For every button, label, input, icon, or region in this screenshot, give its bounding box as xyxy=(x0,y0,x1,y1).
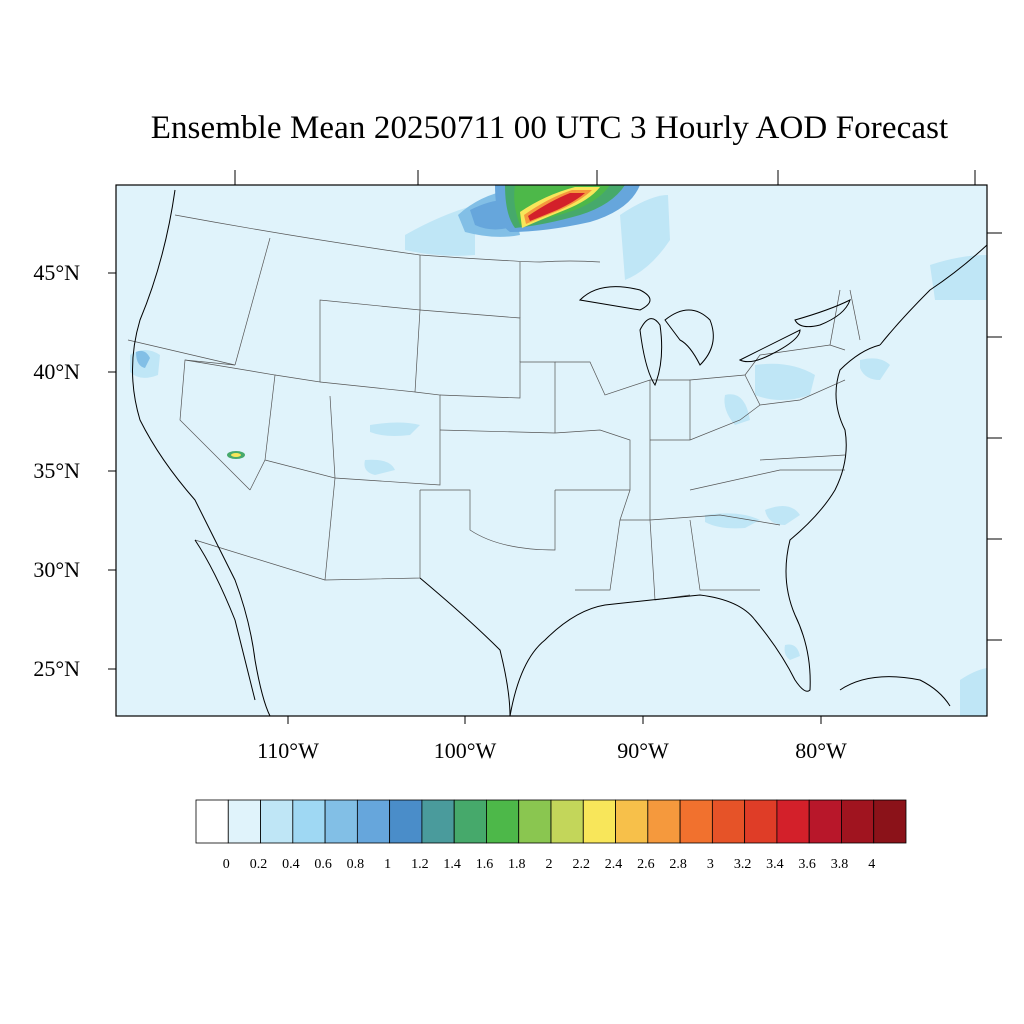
lat-label-45: 45°N xyxy=(33,260,80,285)
lon-label-100w: 100°W xyxy=(433,738,497,763)
colorbar-bin xyxy=(421,799,455,844)
colorbar-tick-label: 3.8 xyxy=(830,857,849,872)
colorbar-bin xyxy=(744,799,778,844)
map-title: Ensemble Mean 20250711 00 UTC 3 Hourly A… xyxy=(150,110,949,146)
axis-ticks xyxy=(108,170,1002,724)
colorbar-bin xyxy=(260,799,294,844)
colorbar-bin xyxy=(647,799,681,844)
colorbar-tick-label: 0.8 xyxy=(346,857,365,872)
colorbar xyxy=(195,799,907,844)
colorbar-tick-label: 1.6 xyxy=(475,857,494,872)
colorbar-tick-label: 2.8 xyxy=(669,857,687,872)
colorbar-tick-label: 1 xyxy=(384,857,392,872)
lon-label-90w: 90°W xyxy=(617,738,669,763)
colorbar-bin xyxy=(453,799,487,844)
colorbar-bin xyxy=(389,799,423,844)
colorbar-bin xyxy=(808,799,842,844)
colorbar-bin xyxy=(841,799,875,844)
colorbar-tick-label: 1.8 xyxy=(507,857,526,872)
lat-label-40: 40°N xyxy=(33,359,80,384)
coastlines xyxy=(132,189,988,717)
colorbar-bin xyxy=(356,799,391,844)
colorbar-tick-label: 0.6 xyxy=(314,857,332,872)
colorbar-tick-label: 2 xyxy=(545,857,553,872)
colorbar-bin xyxy=(195,799,229,844)
colorbar-bin xyxy=(486,799,520,844)
colorbar-tick-label: 3.2 xyxy=(733,857,752,872)
colorbar-tick-label: 1.4 xyxy=(443,857,461,872)
colorbar-tick-label: 0.2 xyxy=(249,857,268,872)
lat-label-30: 30°N xyxy=(33,557,80,582)
colorbar-bin xyxy=(711,799,746,844)
colorbar-bin xyxy=(776,799,810,844)
colorbar-bin xyxy=(292,799,326,844)
colorbar-bin xyxy=(518,799,552,844)
colorbar-bin xyxy=(550,799,584,844)
lat-label-35: 35°N xyxy=(33,458,80,483)
colorbar-bin xyxy=(873,799,907,844)
colorbar-tick-label: 0 xyxy=(222,857,230,872)
colorbar-bin xyxy=(227,799,261,844)
state-boundaries xyxy=(127,214,861,601)
colorbar-tick-label: 3 xyxy=(706,857,714,872)
colorbar-bin xyxy=(324,799,358,844)
lon-label-80w: 80°W xyxy=(795,738,847,763)
aod-hotspot-nevada xyxy=(227,451,245,459)
colorbar-bin xyxy=(615,799,649,844)
colorbar-tick-label: 2.4 xyxy=(604,857,623,872)
colorbar-tick-label: 3.6 xyxy=(798,857,816,872)
lat-label-25: 25°N xyxy=(33,656,80,681)
map-background xyxy=(116,185,987,716)
lon-label-110w: 110°W xyxy=(257,738,319,763)
colorbar-tick-label: 2.6 xyxy=(637,857,655,872)
map-frame xyxy=(115,184,988,717)
colorbar-tick-label: 2.2 xyxy=(572,857,591,872)
colorbar-bin xyxy=(582,799,616,844)
colorbar-tick-label: 1.2 xyxy=(411,857,429,872)
colorbar-bin xyxy=(679,799,713,844)
colorbar-tick-label: 4 xyxy=(868,857,876,872)
colorbar-tick-label: 0.4 xyxy=(282,857,300,872)
smoke-plume xyxy=(495,185,640,232)
colorbar-tick-label: 3.4 xyxy=(766,857,784,872)
